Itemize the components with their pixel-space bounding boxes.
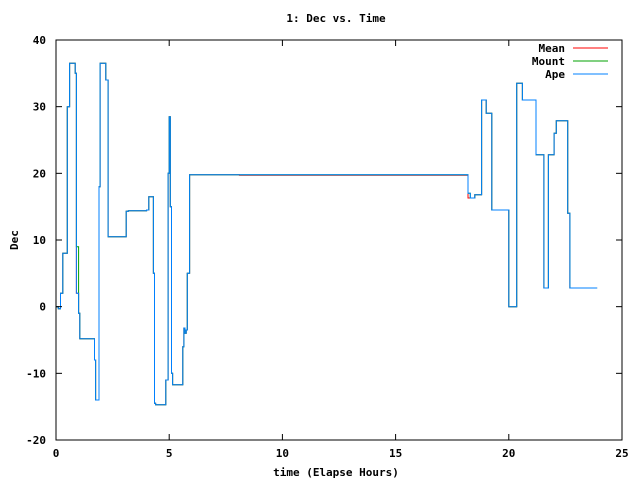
y-tick-label: 30: [33, 101, 46, 114]
y-axis-title: Dec: [8, 230, 21, 250]
series-line-mount: [56, 62, 598, 406]
x-tick-label: 0: [53, 447, 60, 460]
y-tick-label: 10: [33, 234, 46, 247]
y-tick-label: -10: [26, 367, 46, 380]
y-tick-label: 20: [33, 167, 46, 180]
series-line-ape: [56, 62, 598, 406]
chart-title: 1: Dec vs. Time: [286, 12, 386, 25]
x-tick-label: 5: [166, 447, 173, 460]
x-tick-label: 20: [502, 447, 515, 460]
y-tick-label: 0: [39, 301, 46, 314]
x-tick-label: 15: [389, 447, 402, 460]
x-tick-label: 25: [615, 447, 628, 460]
plot-frame: [55, 39, 623, 441]
legend-label-mount: Mount: [532, 55, 565, 68]
legend-label-ape: Ape: [545, 68, 565, 81]
x-axis-title: time (Elapse Hours): [273, 466, 399, 479]
y-tick-label: 40: [33, 34, 46, 47]
ticks-layer: 0 5 10 15 20 25 -20 -10 0 10 20 30 40: [26, 34, 629, 460]
legend-label-mean: Mean: [539, 42, 566, 55]
series-layer: [56, 62, 598, 406]
y-tick-label: -20: [26, 434, 46, 447]
x-tick-label: 10: [276, 447, 289, 460]
series-line-mean: [56, 62, 598, 406]
